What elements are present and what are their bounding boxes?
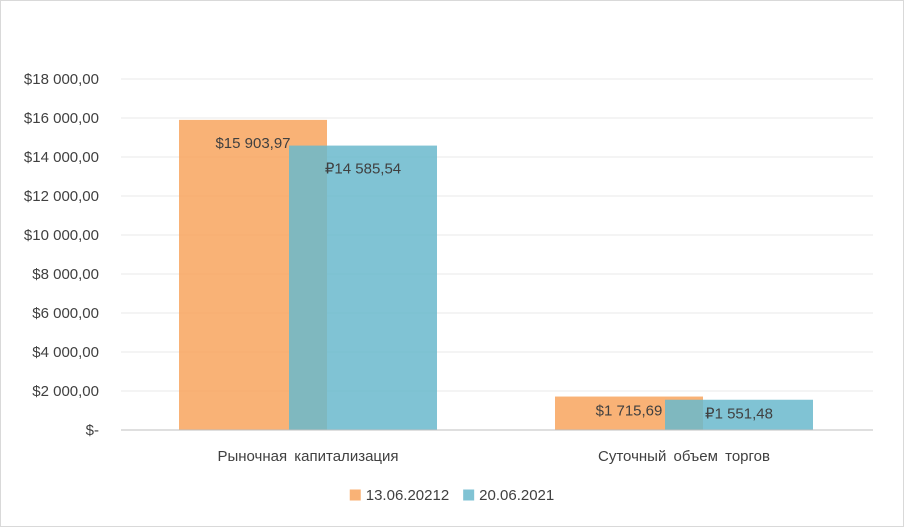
y-tick-label: $6 000,00: [32, 305, 99, 322]
category-label: Рыночная капитализация: [217, 448, 398, 465]
bar: [289, 145, 437, 430]
y-tick-label: $10 000,00: [24, 227, 99, 244]
y-tick-label: $8 000,00: [32, 266, 99, 283]
y-tick-label: $12 000,00: [24, 188, 99, 205]
data-label: ₽14 585,54: [325, 161, 401, 178]
y-tick-label: $16 000,00: [24, 110, 99, 127]
data-label: ₽1 551,48: [705, 406, 773, 423]
data-labels: $15 903,97 $1 715,69 ₽14 585,54 ₽1 551,48: [215, 135, 773, 423]
bar: [665, 399, 813, 430]
legend-swatch: [463, 489, 475, 501]
data-label: $15 903,97: [215, 135, 290, 152]
legend: 13.06.20212 20.06.2021: [349, 487, 554, 504]
category-label: Суточный объем торгов: [598, 448, 770, 465]
y-tick-label: $4 000,00: [32, 344, 99, 361]
category-labels: Рыночная капитализация Суточный объем тор…: [217, 448, 770, 465]
legend-label: 13.06.20212: [366, 487, 449, 504]
legend-swatch: [349, 489, 361, 501]
y-tick-label: $14 000,00: [24, 149, 99, 166]
y-tick-label: $18 000,00: [24, 71, 99, 88]
y-tick-label: $-: [86, 422, 99, 439]
y-tick-label: $2 000,00: [32, 383, 99, 400]
data-label: $1 715,69: [596, 403, 663, 420]
y-axis-tick-labels: $- $2 000,00 $4 000,00 $6 000,00 $8 000,00 $1…: [24, 71, 99, 439]
legend-label: 20.06.2021: [479, 487, 554, 504]
bars: [179, 119, 813, 430]
